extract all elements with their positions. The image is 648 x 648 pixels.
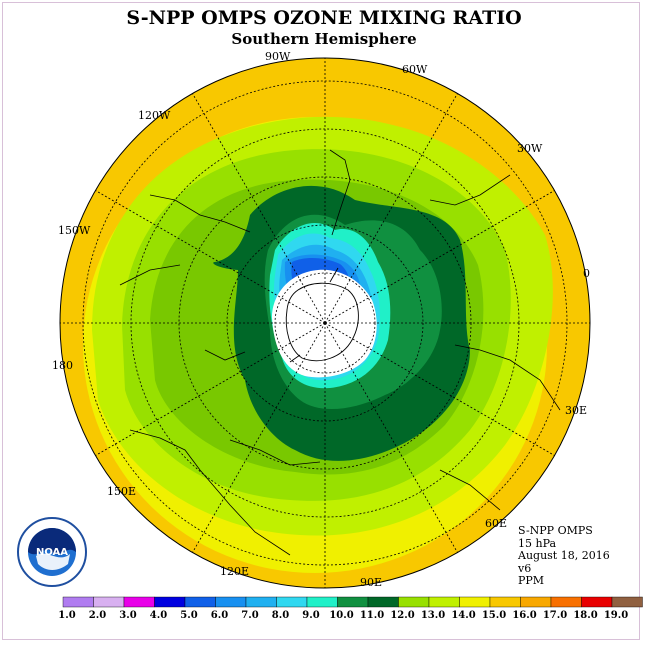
noaa-logo-text: NOAA [36, 547, 68, 558]
lon-label-180: 180 [52, 359, 73, 372]
lon-label-120w: 120W [138, 109, 171, 122]
lon-label-150e: 150E [107, 485, 136, 498]
lon-label-30w: 30W [517, 142, 543, 155]
lon-label-60e: 60E [485, 517, 507, 530]
lon-label-60w: 60W [402, 63, 428, 76]
lon-label-120e: 120E [220, 565, 249, 578]
map-title: S-NPP OMPS OZONE MIXING RATIO [126, 7, 522, 29]
lon-label-30e: 30E [565, 404, 587, 417]
version-text: v6 [518, 561, 532, 575]
ozone-field [60, 58, 590, 588]
info-block: S-NPP OMPS 15 hPa August 18, 2016 v6 PPM [518, 524, 610, 588]
units-text: PPM [518, 574, 545, 587]
map-subtitle: Southern Hemisphere [231, 30, 417, 48]
level-text: 15 hPa [518, 536, 557, 550]
map-boundary [59, 57, 591, 589]
lon-label-90w: 90W [265, 50, 291, 63]
figure-frame [2, 2, 640, 640]
noaa-logo: NOAA [17, 517, 87, 587]
lon-label-90e: 90E [360, 576, 382, 589]
instrument-text: S-NPP OMPS [518, 524, 593, 537]
lon-label-0: 0 [583, 267, 590, 280]
date-text: August 18, 2016 [518, 549, 610, 562]
lon-label-150w: 150W [58, 224, 91, 237]
longitude-labels: 0 30W 60W 90W 120W 150W 180 150E 120E 90… [52, 50, 590, 589]
